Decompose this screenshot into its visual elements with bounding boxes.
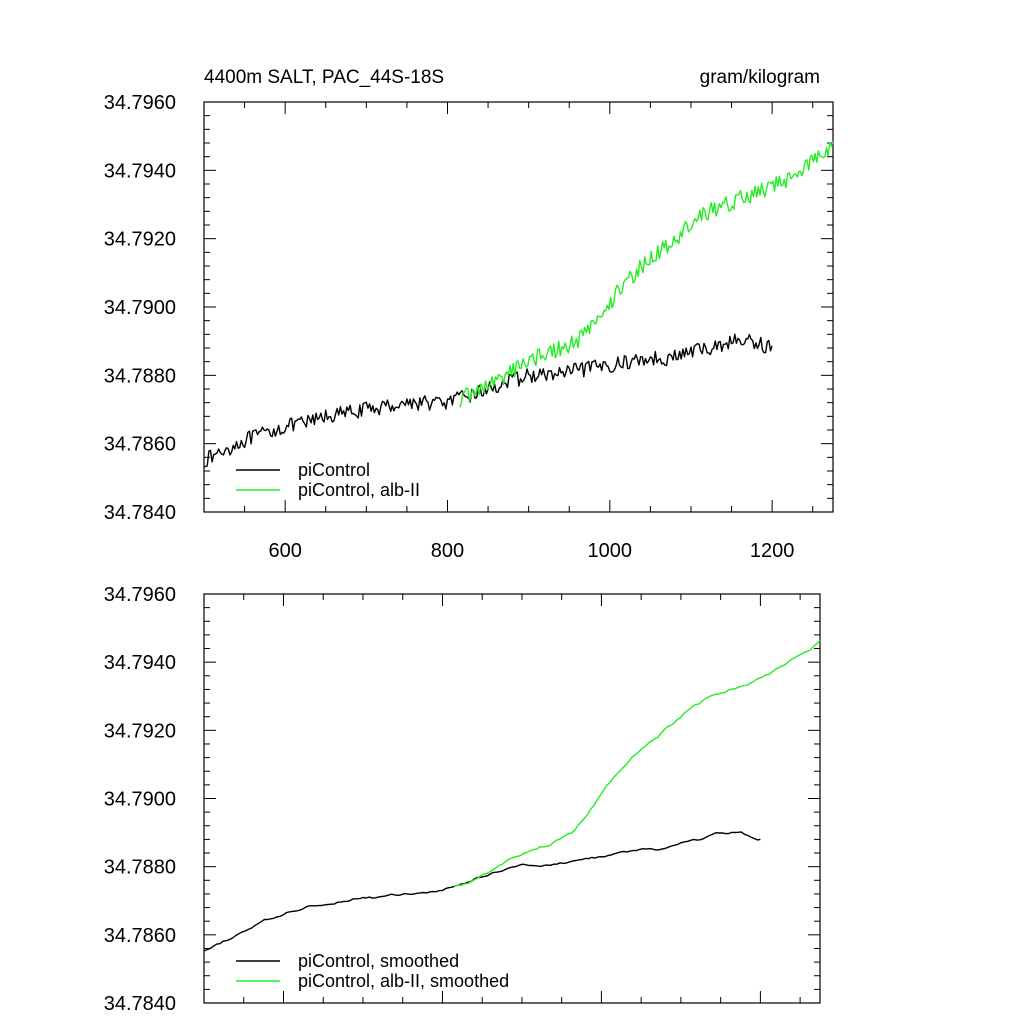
legend-label: piControl, smoothed [298,951,459,971]
x-tick-label: 600 [268,540,301,562]
y-tick-label: 34.7920 [104,229,176,251]
legend-label: piControl, alb-II, smoothed [298,971,509,991]
legend-label: piControl, alb-II [298,480,420,500]
y-tick-label: 34.7960 [104,584,176,606]
y-tick-label: 34.7960 [104,92,176,114]
y-tick-label: 34.7860 [104,434,176,456]
series-line-picontrol-smoothed [203,831,761,952]
y-tick-label: 34.7860 [104,925,176,947]
y-tick-label: 34.7940 [104,652,176,674]
top-plot-area: 600 800 1000 1200 34.7960 34.7940 34.7920 34.79… [104,92,834,562]
y-tick-label: 34.7940 [104,160,176,182]
bottom-plot-area: 34.7960 34.7940 34.7920 34.7900 34.7880 34.78… [104,584,821,1015]
y-tick-label: 34.7900 [104,789,176,811]
x-tick-label: 1000 [588,540,633,562]
legend-label: piControl [298,460,370,480]
y-tick-label: 34.7880 [104,365,176,387]
units-label: gram/kilogram [700,67,820,88]
y-tick-label: 34.7880 [104,857,176,879]
x-tick-label: 800 [431,540,464,562]
plot-frame [203,101,834,513]
y-tick-label: 34.7840 [104,502,176,524]
plot-frame [203,593,821,1004]
series-line-picontrol-alb-ii [459,141,834,408]
y-tick-label: 34.7900 [104,297,176,319]
x-tick-label: 1200 [750,540,795,562]
y-tick-label: 34.7840 [104,993,176,1015]
bottom-panel: 34.7960 34.7940 34.7920 34.7900 34.7880 34.78… [104,584,821,1015]
series-line-picontrol [203,333,773,468]
y-tick-label: 34.7920 [104,720,176,742]
panel-title: 4400m SALT, PAC_44S-18S [204,67,444,88]
series-line-picontrol-alb-ii-smoothed [454,639,821,887]
top-panel: 4400m SALT, PAC_44S-18S gram/kilogram 60… [104,67,834,562]
